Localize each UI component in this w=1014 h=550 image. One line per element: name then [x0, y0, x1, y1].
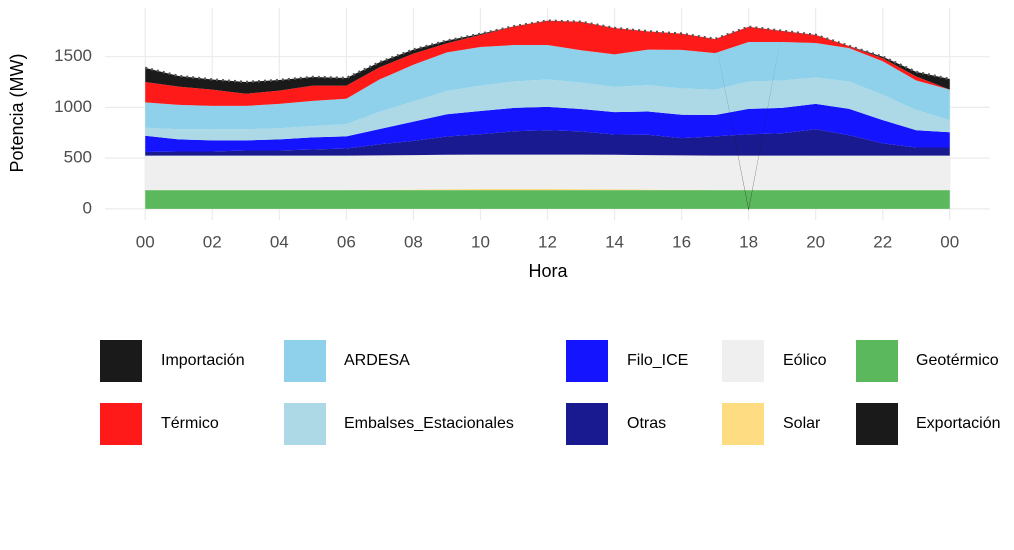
x-tick-label: 06	[337, 232, 356, 251]
y-tick-label: 1000	[54, 97, 92, 116]
x-tick-label: 16	[672, 232, 691, 251]
legend-label: Importación	[161, 352, 245, 369]
legend-label: ARDESA	[344, 352, 410, 369]
x-tick-label: 04	[270, 232, 289, 251]
area	[145, 41, 950, 130]
legend-label: Otras	[627, 415, 666, 432]
legend-label: Eólico	[783, 352, 827, 369]
legend-swatch	[284, 403, 326, 445]
area	[145, 20, 950, 106]
legend-label: Embalses_Estacionales	[344, 415, 514, 432]
legend-label: Geotérmico	[916, 352, 999, 369]
area	[145, 103, 950, 153]
y-tick-label: 0	[83, 198, 92, 217]
legend-swatch	[722, 340, 764, 382]
x-tick-label: 12	[538, 232, 557, 251]
y-tick-label: 500	[64, 148, 92, 167]
area	[145, 190, 950, 209]
area	[145, 154, 950, 191]
legend-label: Filo_ICE	[627, 352, 688, 369]
legend-swatch	[100, 403, 142, 445]
legend-swatch	[566, 340, 608, 382]
x-tick-label: 00	[136, 232, 155, 251]
legend-label: Solar	[783, 415, 821, 432]
legend-label: Exportación	[916, 415, 1001, 432]
legend-swatch	[284, 340, 326, 382]
x-tick-label: 10	[471, 232, 490, 251]
x-tick-label: 02	[203, 232, 222, 251]
demand-line	[144, 19, 951, 84]
area	[145, 20, 950, 94]
x-tick-label: 14	[605, 232, 624, 251]
x-tick-label: 00	[940, 232, 959, 251]
legend-swatch	[566, 403, 608, 445]
x-tick-label: 22	[873, 232, 892, 251]
area	[145, 189, 950, 191]
legend-swatch	[856, 340, 898, 382]
x-tick-label: 20	[806, 232, 825, 251]
x-tick-label: 08	[404, 232, 423, 251]
y-tick-label: 1500	[54, 46, 92, 65]
x-axis-title: Hora	[528, 261, 568, 281]
legend-label: Térmico	[161, 415, 219, 432]
y-axis-title: Potencia (MW)	[7, 53, 27, 172]
area	[145, 77, 950, 141]
legend-swatch	[100, 340, 142, 382]
legend-swatch	[856, 403, 898, 445]
area	[145, 129, 950, 156]
x-tick-label: 18	[739, 232, 758, 251]
legend-swatch	[722, 403, 764, 445]
